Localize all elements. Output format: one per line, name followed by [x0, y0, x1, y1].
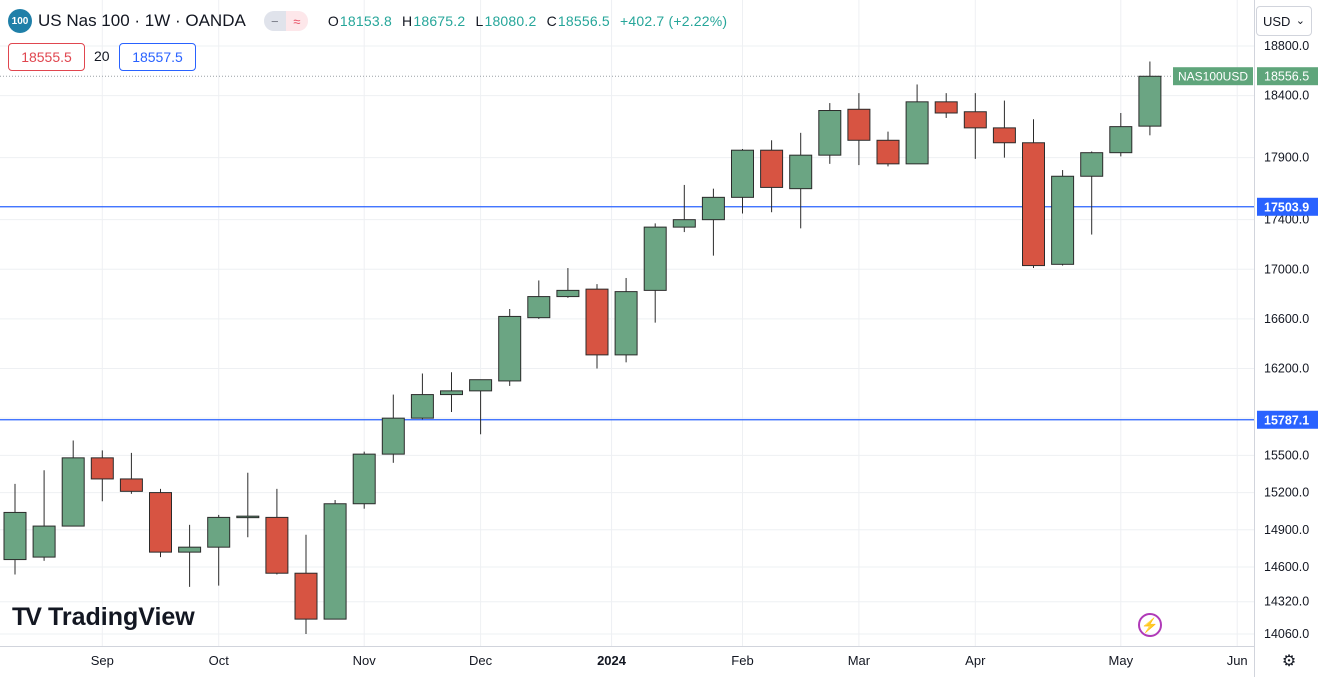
candle: [381, 417, 405, 455]
y-tick-label: 14320.0: [1264, 595, 1309, 609]
settings-icon[interactable]: ⚙: [1281, 653, 1297, 670]
x-tick-label: Oct: [209, 653, 230, 668]
candle: [410, 394, 434, 419]
level-label: 17503.9: [1264, 200, 1309, 214]
x-tick-label: Feb: [731, 653, 753, 668]
x-tick-label: May: [1109, 653, 1134, 668]
symbol-logo: 100: [8, 9, 32, 33]
candle: [643, 226, 667, 291]
candle: [556, 289, 580, 298]
spread-value: 20: [94, 48, 110, 64]
x-tick-label: Sep: [91, 653, 114, 668]
sell-price-button[interactable]: 18555.5: [8, 43, 85, 71]
candle: [149, 492, 172, 553]
candle: [265, 516, 289, 574]
candle: [352, 453, 376, 505]
candle: [847, 108, 871, 141]
candle: [527, 296, 551, 319]
candle: [1080, 152, 1104, 177]
candle: [207, 516, 231, 548]
minus-icon[interactable]: −: [263, 11, 286, 31]
y-tick-label: 16600.0: [1264, 312, 1309, 326]
candle: [119, 478, 143, 492]
status-pill[interactable]: − ≈: [263, 11, 308, 31]
low-label: L: [475, 13, 484, 29]
candle: [440, 390, 463, 396]
candle: [876, 139, 900, 165]
candle: [963, 111, 987, 129]
buy-price-button[interactable]: 18557.5: [119, 43, 196, 71]
candle: [731, 149, 754, 198]
high-value: 18675.2: [413, 13, 466, 29]
candle: [498, 315, 522, 382]
symbol-label: NAS100USD: [1178, 70, 1248, 84]
candle: [672, 219, 696, 228]
ohlc-readout: O18153.8 H18675.2 L18080.2 C18556.5 +402…: [328, 13, 733, 29]
last-price-label-bg: [1257, 67, 1318, 86]
approx-icon[interactable]: ≈: [285, 11, 308, 31]
level-label: 15787.1: [1264, 413, 1309, 427]
lightning-icon[interactable]: ⚡: [1138, 613, 1162, 637]
close-label: C: [546, 13, 557, 29]
candle: [61, 457, 85, 527]
x-tick-label: 2024: [597, 653, 627, 668]
close-value: 18556.5: [557, 13, 610, 29]
level-label-bg: [1257, 197, 1318, 216]
x-tick-label: Apr: [965, 653, 986, 668]
change-value: +402.7 (+2.22%): [619, 13, 728, 29]
high-label: H: [402, 13, 413, 29]
y-tick-label: 18400.0: [1264, 89, 1309, 103]
low-value: 18080.2: [484, 13, 537, 29]
candle: [1051, 175, 1075, 265]
candle: [236, 515, 260, 519]
candle: [614, 291, 638, 356]
tradingview-logo[interactable]: TV TradingView: [12, 603, 195, 632]
candle: [178, 546, 202, 553]
y-tick-label: 14060.0: [1264, 627, 1309, 641]
chart-header: 100 US Nas 100 · 1W · OANDA − ≈ O18153.8…: [8, 8, 733, 34]
tv-mark: TV: [12, 603, 42, 631]
x-tick-label: Jun: [1227, 653, 1248, 668]
candle: [701, 196, 725, 221]
x-tick-label: Mar: [848, 653, 871, 668]
y-tick-label: 17000.0: [1264, 262, 1309, 276]
candle: [469, 379, 493, 392]
candle: [905, 101, 929, 165]
y-tick-label: 16200.0: [1264, 362, 1309, 376]
symbol-title[interactable]: US Nas 100 · 1W · OANDA: [38, 11, 246, 30]
last-price-label: 18556.5: [1264, 70, 1309, 84]
x-tick-label: Nov: [353, 653, 377, 668]
candle: [323, 503, 347, 620]
open-label: O: [327, 13, 339, 29]
y-tick-label: 14900.0: [1264, 523, 1309, 537]
currency-select[interactable]: USD ⌄: [1256, 6, 1312, 36]
y-tick-label: 17900.0: [1264, 151, 1309, 165]
candle: [1022, 142, 1045, 267]
candle: [585, 288, 609, 356]
candle: [1109, 126, 1133, 154]
candle: [32, 525, 56, 558]
y-tick-label: 18800.0: [1264, 39, 1309, 53]
candle: [294, 572, 318, 620]
y-tick-label: 15200.0: [1264, 486, 1309, 500]
candle: [818, 110, 842, 156]
candle: [789, 154, 813, 190]
candle: [3, 511, 27, 561]
candle: [1138, 75, 1162, 127]
chevron-down-icon: ⌄: [1295, 15, 1305, 27]
open-value: 18153.8: [339, 13, 392, 29]
candle: [760, 149, 784, 188]
currency-label: USD: [1263, 13, 1291, 29]
y-tick-label: 14600.0: [1264, 560, 1309, 574]
symbol-label-bg: [1173, 67, 1253, 86]
y-tick-label: 17400.0: [1264, 213, 1309, 227]
level-label-bg: [1257, 410, 1318, 429]
candle: [934, 101, 958, 114]
x-tick-label: Dec: [469, 653, 493, 668]
candle: [992, 127, 1016, 144]
tv-name: TradingView: [47, 603, 195, 631]
y-tick-label: 15500.0: [1264, 448, 1309, 462]
candle: [90, 457, 114, 480]
